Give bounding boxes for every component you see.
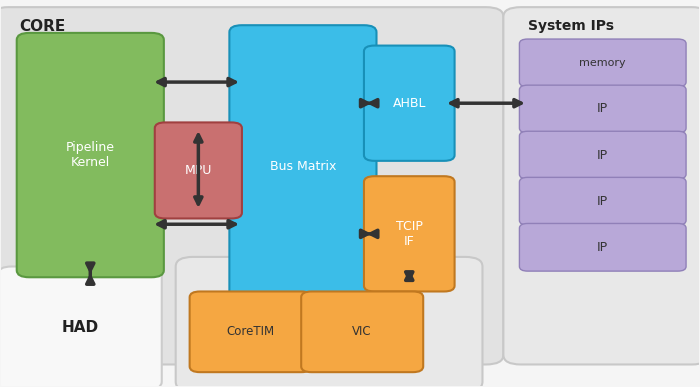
Text: IP: IP — [597, 195, 608, 208]
Text: System IPs: System IPs — [528, 19, 614, 33]
FancyBboxPatch shape — [301, 291, 424, 372]
Text: memory: memory — [580, 58, 626, 68]
Text: AHBL: AHBL — [393, 97, 426, 110]
Text: Bus Matrix: Bus Matrix — [270, 160, 336, 173]
FancyBboxPatch shape — [519, 131, 686, 179]
Text: MPU: MPU — [185, 164, 212, 177]
FancyBboxPatch shape — [230, 25, 377, 308]
Text: CORE: CORE — [19, 19, 65, 34]
FancyBboxPatch shape — [519, 223, 686, 271]
Text: VIC: VIC — [352, 325, 372, 338]
FancyBboxPatch shape — [155, 122, 242, 219]
Text: IP: IP — [597, 241, 608, 254]
Text: HAD: HAD — [62, 320, 99, 336]
Text: IP: IP — [597, 149, 608, 162]
FancyBboxPatch shape — [503, 7, 700, 365]
Text: CoreTIM: CoreTIM — [227, 325, 274, 338]
Text: TCIP
IF: TCIP IF — [395, 220, 423, 248]
FancyBboxPatch shape — [17, 33, 164, 277]
FancyBboxPatch shape — [519, 177, 686, 225]
FancyBboxPatch shape — [519, 39, 686, 87]
FancyBboxPatch shape — [176, 257, 482, 387]
Text: Pipeline
Kernel: Pipeline Kernel — [66, 141, 115, 169]
Text: TCIP: TCIP — [276, 269, 312, 283]
Text: IP: IP — [597, 103, 608, 115]
FancyBboxPatch shape — [0, 7, 503, 365]
FancyBboxPatch shape — [0, 267, 162, 387]
FancyBboxPatch shape — [519, 85, 686, 133]
FancyBboxPatch shape — [364, 46, 454, 161]
FancyBboxPatch shape — [364, 176, 454, 291]
FancyBboxPatch shape — [190, 291, 312, 372]
